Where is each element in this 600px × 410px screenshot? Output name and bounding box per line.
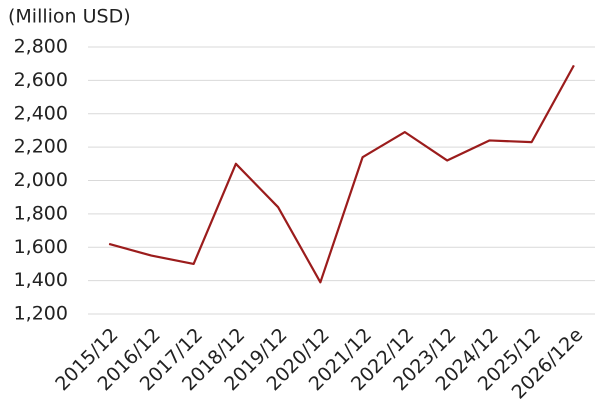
y-tick-label: 1,800	[14, 202, 68, 224]
y-tick-label: 2,200	[14, 136, 68, 158]
line-series	[108, 64, 575, 284]
y-tick-label: 2,800	[14, 36, 68, 58]
y-tick-label: 1,200	[14, 303, 68, 325]
chart-title: (Million USD)	[8, 6, 131, 28]
y-tick-label: 2,400	[14, 102, 68, 124]
y-tick-label: 2,600	[14, 69, 68, 91]
y-tick-label: 1,600	[14, 236, 68, 258]
y-tick-label: 1,400	[14, 269, 68, 291]
y-tick-label: 2,000	[14, 169, 68, 191]
